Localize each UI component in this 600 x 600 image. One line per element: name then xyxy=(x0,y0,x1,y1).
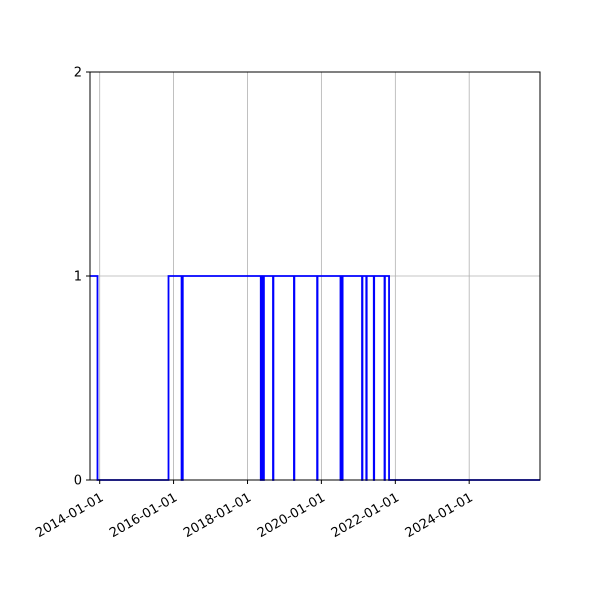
y-tick-label: 2 xyxy=(74,66,82,81)
series-layer xyxy=(90,275,541,481)
x-tick-label: 2020-01-01 xyxy=(255,490,328,541)
y-tick-label: 0 xyxy=(74,474,82,489)
x-tick-label: 2024-01-01 xyxy=(403,490,476,541)
y-tick-label: 1 xyxy=(74,270,82,285)
x-tick-label: 2022-01-01 xyxy=(329,490,402,541)
x-tick-label: 2016-01-01 xyxy=(107,490,180,541)
x-tick-label: 2014-01-01 xyxy=(33,490,106,541)
series-line xyxy=(90,275,540,481)
x-tick-label: 2018-01-01 xyxy=(181,490,254,541)
